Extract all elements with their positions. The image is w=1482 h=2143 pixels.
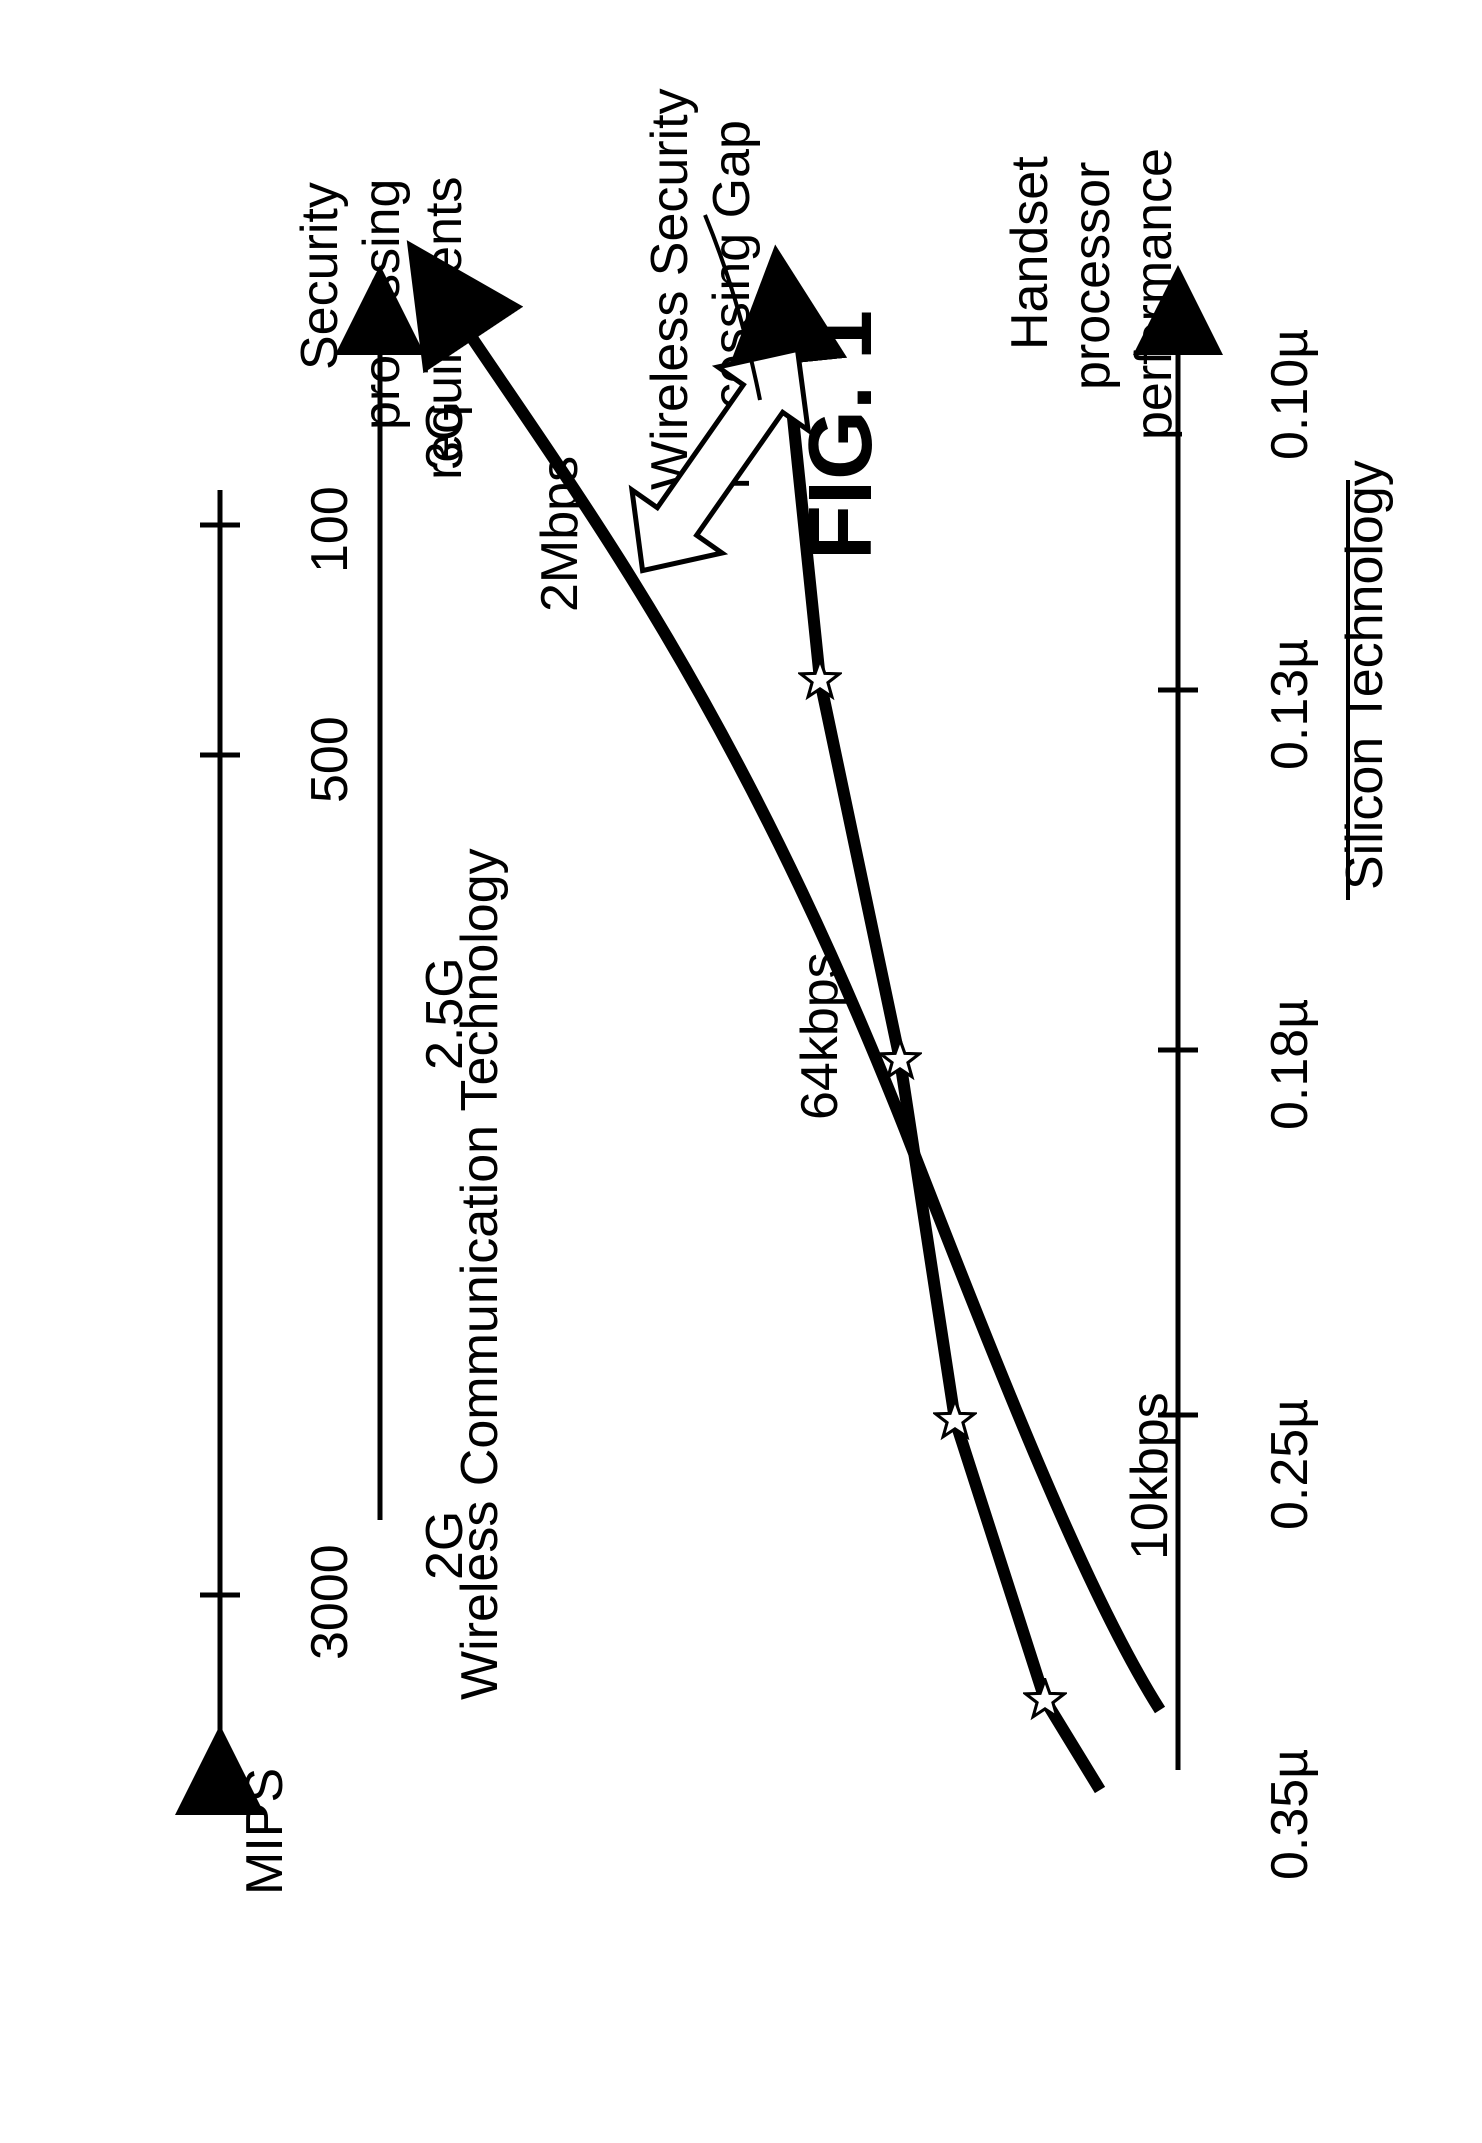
figure-stage: FIG. 1 MIPS Wireless Communication Techn…	[0, 0, 1482, 2143]
handset-performance-curve	[785, 340, 1100, 1790]
plot-svg	[0, 0, 1482, 2143]
